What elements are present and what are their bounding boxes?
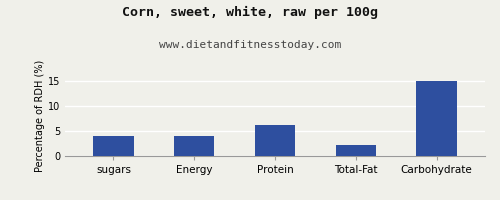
Bar: [174, 136, 214, 156]
Bar: [336, 145, 376, 156]
Bar: [416, 81, 457, 156]
Bar: [94, 136, 134, 156]
Bar: [255, 124, 295, 156]
Text: www.dietandfitnesstoday.com: www.dietandfitnesstoday.com: [159, 40, 341, 50]
Text: Corn, sweet, white, raw per 100g: Corn, sweet, white, raw per 100g: [122, 6, 378, 19]
Y-axis label: Percentage of RDH (%): Percentage of RDH (%): [35, 60, 45, 172]
